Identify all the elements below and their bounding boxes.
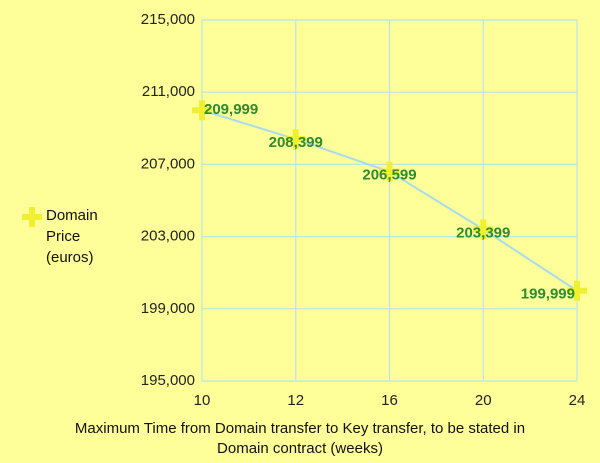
legend-marker <box>22 207 42 227</box>
x-tick-label: 20 <box>475 392 492 409</box>
data-label: 206,599 <box>362 167 416 184</box>
data-label: 199,999 <box>521 286 575 303</box>
x-tick-label: 12 <box>287 392 304 409</box>
marker <box>473 219 494 240</box>
marker <box>379 161 400 182</box>
x-tick-label: 10 <box>194 392 211 409</box>
marker <box>285 129 306 150</box>
y-tick-label: 195,000 <box>141 372 195 389</box>
marker <box>192 100 212 121</box>
legend-label: Domain Price (euros) <box>46 207 98 266</box>
x-tick-label: 24 <box>569 392 586 409</box>
y-tick-label: 203,000 <box>141 228 195 245</box>
y-tick-label: 199,000 <box>141 300 195 317</box>
y-tick-label: 215,000 <box>141 11 195 28</box>
x-axis-label: Maximum Time from Domain transfer to Key… <box>74 420 526 457</box>
legend: Domain Price (euros) <box>20 205 126 268</box>
marker <box>567 280 587 301</box>
data-label: 203,399 <box>456 224 510 241</box>
data-label: 208,399 <box>269 134 323 151</box>
y-tick-label: 211,000 <box>142 83 195 100</box>
y-tick-label: 207,000 <box>141 155 195 172</box>
data-label: 209,999 <box>204 101 258 118</box>
x-tick-label: 16 <box>381 392 398 409</box>
